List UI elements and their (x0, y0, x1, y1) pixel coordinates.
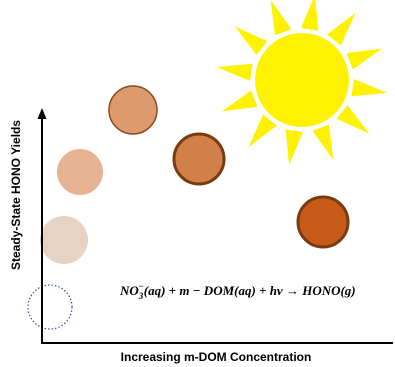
sun-ray (327, 13, 356, 46)
diagram: Steady-State HONO Yields Increasing m-DO… (0, 0, 395, 367)
sun-ray (235, 26, 268, 55)
sun-ray (217, 64, 253, 81)
sun-ray (301, 0, 318, 31)
circle (57, 149, 103, 195)
sun-disc (255, 33, 349, 127)
sun-ray (347, 49, 383, 70)
sun-ray (222, 91, 258, 112)
sun-ray (337, 105, 370, 134)
x-axis-label: Increasing m-DOM Concentration (121, 350, 312, 364)
y-axis-label: Steady-State HONO Yields (9, 120, 23, 270)
sun (217, 0, 387, 165)
page: Steady-State HONO Yields Increasing m-DO… (0, 0, 395, 367)
sun-ray (351, 79, 387, 96)
y-arrow (38, 108, 47, 119)
eq-species: NO (119, 283, 139, 298)
equation: NO3−(aq) + m − DOM(aq) + hν → HONO(g) (119, 281, 356, 301)
sun-ray (286, 129, 303, 165)
sun-ray (271, 0, 292, 35)
dotted-circle (28, 285, 72, 329)
sun-ray (313, 125, 334, 161)
circle (174, 134, 224, 184)
circle (40, 216, 88, 264)
eq-rest: (aq) + m − DOM(aq) + hν → HONO(g) (144, 283, 356, 298)
circle (298, 197, 348, 247)
sun-ray (248, 115, 277, 148)
circle (109, 86, 157, 134)
